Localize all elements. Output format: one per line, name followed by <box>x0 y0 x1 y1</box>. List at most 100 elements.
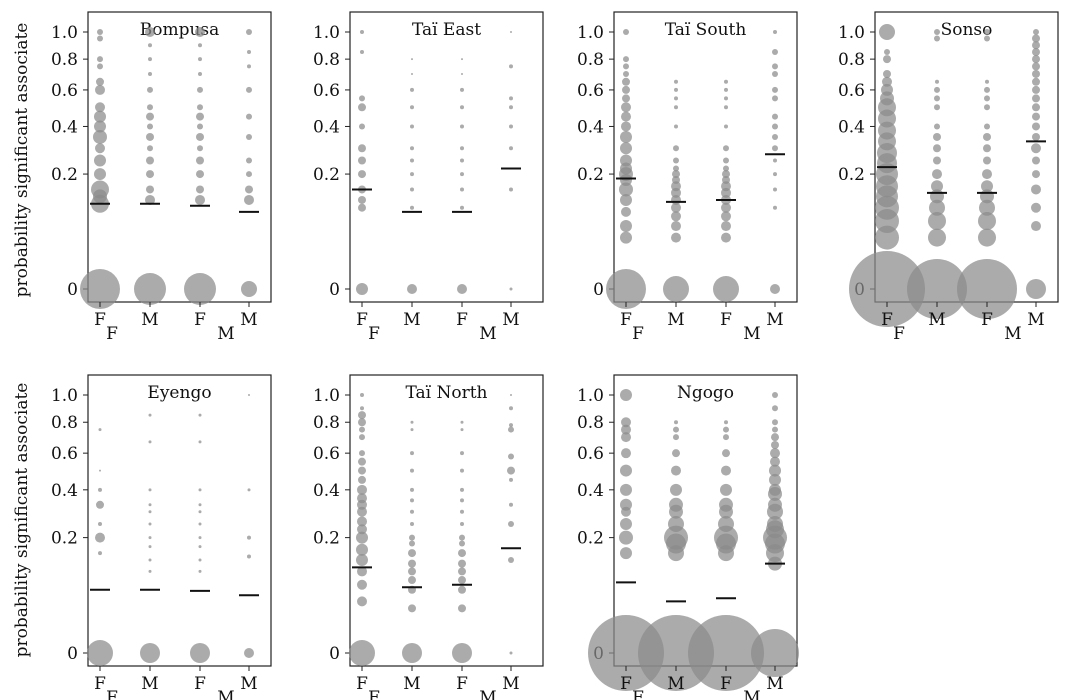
y-tick-label: 0.2 <box>577 529 604 549</box>
data-point <box>410 451 414 456</box>
data-point <box>769 473 781 486</box>
data-point <box>673 434 679 441</box>
data-point <box>1032 156 1040 165</box>
data-point <box>722 449 730 458</box>
data-point <box>509 64 513 69</box>
data-point <box>357 524 367 535</box>
panel-frame <box>349 374 544 667</box>
data-point <box>508 426 514 433</box>
data-point <box>721 465 731 476</box>
data-point <box>148 440 152 444</box>
data-point <box>621 111 631 122</box>
data-point <box>984 123 990 130</box>
data-point <box>196 132 204 141</box>
data-point <box>933 144 941 153</box>
data-point <box>621 121 631 132</box>
data-point <box>671 181 681 192</box>
data-point <box>674 420 678 425</box>
data-point <box>358 457 366 466</box>
data-point <box>1032 132 1040 141</box>
data-point <box>98 428 102 432</box>
data-point <box>358 170 366 179</box>
data-point <box>674 105 678 110</box>
x-tick-label: F <box>356 310 368 330</box>
data-point <box>247 535 251 540</box>
data-point <box>772 49 778 56</box>
data-point <box>148 57 152 62</box>
x-tick-label: M <box>766 310 783 330</box>
data-point <box>984 104 990 111</box>
data-point <box>1033 29 1039 35</box>
data-point <box>358 203 366 212</box>
data-point <box>622 94 630 103</box>
data-point <box>198 569 202 573</box>
y-tick-label: 0.6 <box>577 81 604 101</box>
y-axis-label-row1: probability significant associate <box>12 23 32 298</box>
data-point <box>410 124 414 129</box>
data-point <box>723 165 729 172</box>
data-point <box>146 156 154 165</box>
data-point <box>1032 77 1040 86</box>
data-point <box>883 69 891 78</box>
data-point <box>671 465 681 476</box>
data-point <box>1032 122 1040 131</box>
data-point <box>934 29 940 35</box>
data-point <box>247 64 251 69</box>
data-point <box>198 503 202 507</box>
data-point <box>509 502 513 507</box>
data-point <box>452 643 472 663</box>
data-point <box>245 185 253 194</box>
data-point <box>148 545 152 549</box>
data-point <box>96 500 104 509</box>
data-point <box>674 87 678 92</box>
data-point <box>934 86 940 93</box>
data-point <box>769 464 781 477</box>
panel-title: Sonso <box>941 20 993 40</box>
data-point <box>357 493 367 504</box>
y-tick-label: 0.2 <box>51 165 78 185</box>
data-point <box>668 516 684 532</box>
x-tick-label: M <box>240 674 257 694</box>
data-point <box>244 648 254 658</box>
data-point <box>623 63 629 70</box>
data-point <box>148 413 152 417</box>
panel-title: Taï South <box>665 20 747 40</box>
data-point <box>409 534 415 541</box>
x-tick-label: F <box>881 310 893 330</box>
data-point <box>620 130 632 143</box>
data-point <box>606 269 646 309</box>
data-point <box>247 50 251 55</box>
x-group-label: M <box>479 688 496 700</box>
y-tick-label: 0.6 <box>51 81 78 101</box>
data-point <box>457 284 467 294</box>
data-point <box>99 469 101 472</box>
data-point <box>147 145 153 152</box>
x-group-label: M <box>1004 324 1021 344</box>
data-point <box>408 559 416 568</box>
data-point <box>621 432 631 443</box>
y-tick-label: 0 <box>329 644 340 664</box>
data-point <box>146 170 154 179</box>
x-group-label: M <box>479 324 496 344</box>
x-tick-label: F <box>456 310 468 330</box>
data-point <box>983 144 991 153</box>
data-point <box>197 123 203 130</box>
data-point <box>349 640 375 666</box>
y-tick-label: 0.8 <box>838 50 865 70</box>
data-point <box>933 132 941 141</box>
y-tick-label: 0 <box>329 280 340 300</box>
data-point <box>357 506 367 517</box>
data-point <box>928 228 946 247</box>
data-point <box>620 389 632 401</box>
data-point <box>879 24 895 40</box>
data-point <box>714 525 738 550</box>
data-point <box>148 43 152 48</box>
data-point <box>507 466 515 475</box>
data-point <box>1031 202 1041 213</box>
data-point <box>664 525 688 550</box>
data-point <box>98 522 102 526</box>
data-point <box>510 31 512 33</box>
panel-title: Taï North <box>405 383 487 403</box>
